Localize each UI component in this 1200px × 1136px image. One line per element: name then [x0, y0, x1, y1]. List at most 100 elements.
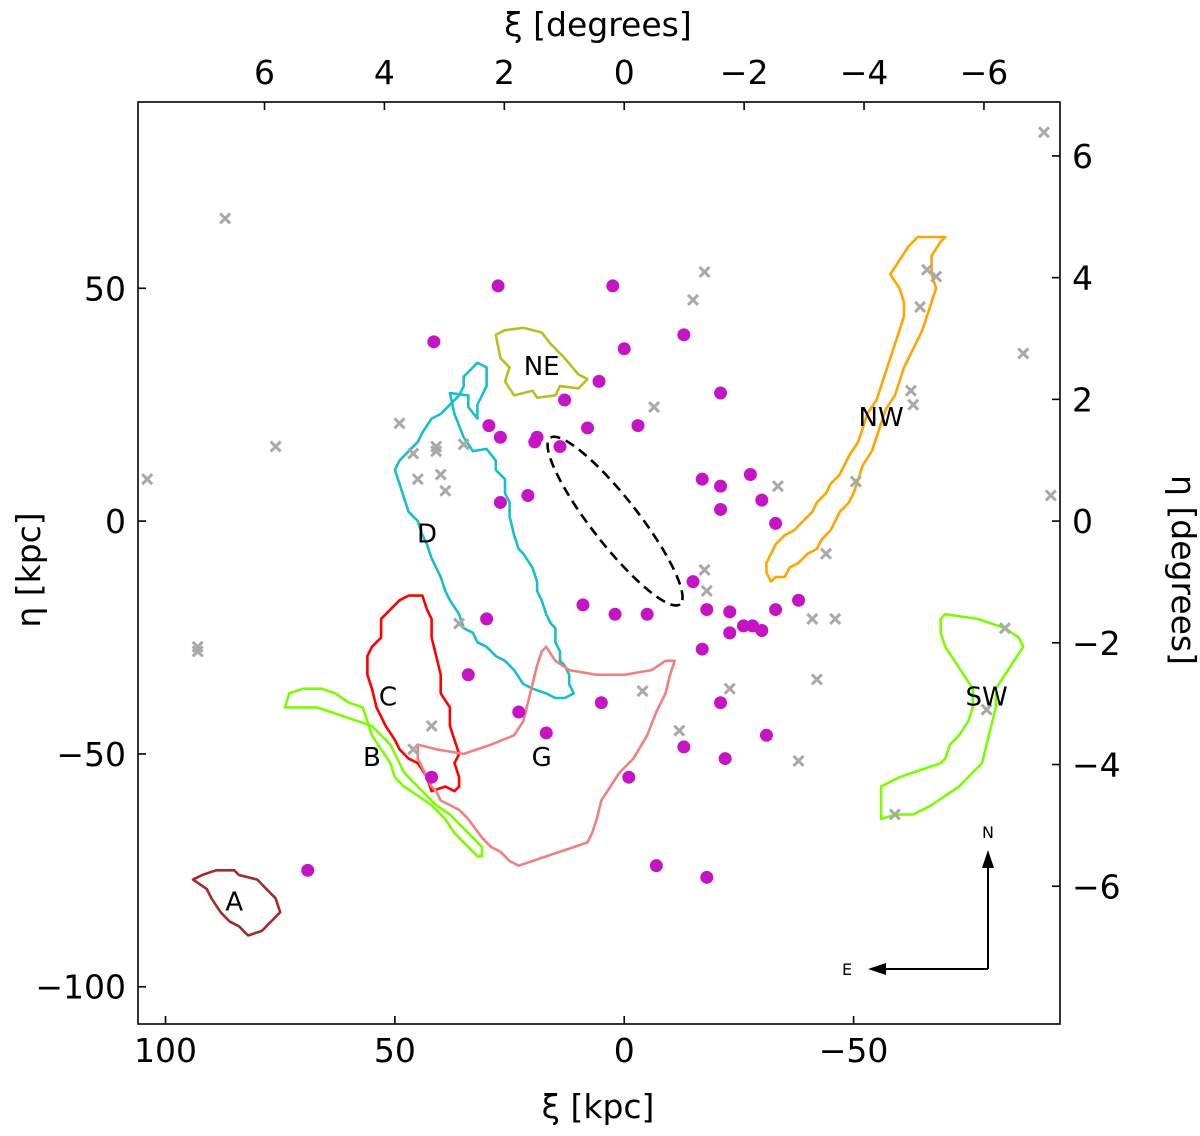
grey-cross: [1017, 347, 1030, 360]
region-contour-ne: [494, 326, 589, 399]
grey-cross: [393, 417, 406, 430]
magenta-point: [714, 502, 728, 516]
central-ellipse: [546, 435, 684, 607]
magenta-point: [482, 419, 496, 433]
y-tick-label-right: −4: [1072, 746, 1121, 785]
region-label-b: B: [363, 743, 381, 773]
x-tick-label-bottom: 0: [614, 1031, 635, 1070]
grey-cross: [407, 743, 420, 756]
y-axis-title-left: η [kpc]: [9, 512, 48, 627]
grey-cross: [636, 684, 649, 698]
grey-cross: [141, 473, 154, 486]
region-contour-sw: [879, 612, 1025, 821]
y-axis-title-right: η [degrees]: [1164, 475, 1200, 665]
grey-cross: [407, 447, 420, 460]
compass-east-label: E: [842, 960, 852, 979]
magenta-point: [677, 740, 691, 754]
magenta-point: [606, 279, 620, 293]
grey-cross: [191, 645, 204, 658]
magenta-point: [493, 430, 507, 444]
grey-cross: [904, 384, 917, 397]
magenta-point: [512, 705, 526, 719]
y-tick-label-right: 4: [1072, 259, 1093, 298]
plot-frame: [137, 101, 1061, 1025]
grey-cross: [888, 808, 901, 821]
grey-cross: [907, 398, 920, 411]
y-tick-label-right: 6: [1072, 137, 1093, 176]
y-tick-label-right: 0: [1072, 502, 1093, 541]
grey-cross: [998, 622, 1012, 635]
plot-border: [137, 101, 1061, 1025]
y-tick-label-right: −6: [1072, 867, 1121, 906]
axis-ticks: 100 50 0 −50 50 0 −50 −100 6 4 2 0 −2 −4 −6 6 4 2 0 −2 −4 −6: [35, 53, 1120, 1070]
grey-cross: [810, 673, 823, 686]
region-contour-g: [416, 645, 676, 867]
magenta-point: [521, 488, 535, 502]
magenta-point: [553, 440, 567, 454]
grey-cross: [434, 468, 447, 481]
y-tick-label-right: −2: [1072, 624, 1121, 663]
region-contours: [191, 235, 1025, 937]
grey-cross: [914, 300, 927, 313]
magenta-point: [461, 668, 475, 682]
x-axis-title-top: ξ [degrees]: [504, 5, 691, 44]
grey-cross: [806, 612, 819, 625]
x-tick-label-top: 0: [614, 53, 635, 92]
magenta-point: [686, 575, 700, 589]
grey-cross: [411, 473, 424, 486]
region-contour-b: [283, 687, 484, 858]
region-label-a: A: [225, 887, 243, 917]
x-tick-label-top: 2: [494, 53, 515, 92]
grey-cross: [829, 612, 842, 625]
grey-cross: [819, 547, 833, 560]
grey-cross: [698, 265, 711, 279]
magenta-point: [493, 495, 507, 509]
x-tick-label-top: −2: [720, 53, 769, 92]
grey-cross: [930, 270, 943, 283]
grey-cross: [792, 754, 805, 767]
y-tick-label-left: −100: [35, 968, 126, 1007]
magenta-point: [714, 386, 728, 400]
region-label-g: G: [532, 743, 552, 773]
grey-cross: [1044, 489, 1057, 502]
grey-cross: [453, 617, 466, 630]
magenta-point: [695, 642, 709, 656]
magenta-point: [530, 430, 544, 444]
magenta-point: [695, 472, 709, 486]
region-label-sw: SW: [965, 683, 1007, 713]
magenta-point: [700, 870, 714, 884]
x-tick-label-top: −6: [960, 53, 1009, 92]
y-tick-label-left: −50: [56, 735, 126, 774]
magenta-point: [649, 859, 663, 873]
magenta-point: [608, 607, 622, 621]
magenta-point: [592, 374, 606, 388]
grey-cross: [700, 584, 713, 597]
compass-north-label: N: [982, 823, 994, 842]
magenta-point: [425, 770, 439, 784]
magenta-point: [558, 393, 572, 407]
grey-cross: [430, 440, 443, 453]
magenta-point: [677, 328, 691, 342]
magenta-point: [594, 696, 608, 710]
magenta-point: [576, 598, 590, 612]
grey-cross: [1037, 126, 1051, 139]
ellipse-outline: [546, 435, 684, 607]
magenta-point: [714, 479, 728, 493]
y-tick-label-right: 2: [1072, 380, 1093, 419]
magenta-point: [718, 752, 732, 766]
grey-cross: [439, 484, 452, 497]
magenta-point: [491, 279, 505, 293]
x-tick-label-top: 6: [254, 53, 275, 92]
x-tick-label-top: 4: [374, 53, 395, 92]
region-labels: NE D NW CB G SW A: [225, 352, 1007, 918]
grey-cross: [771, 480, 784, 493]
magenta-point: [755, 493, 769, 507]
grey-cross: [647, 400, 661, 414]
region-contour-nw: [765, 235, 947, 583]
magenta-point: [631, 419, 645, 433]
magenta-point: [640, 607, 654, 621]
magenta-point: [617, 342, 631, 356]
magenta-points: [301, 279, 806, 884]
x-axis-title-bottom: ξ [kpc]: [542, 1087, 655, 1126]
